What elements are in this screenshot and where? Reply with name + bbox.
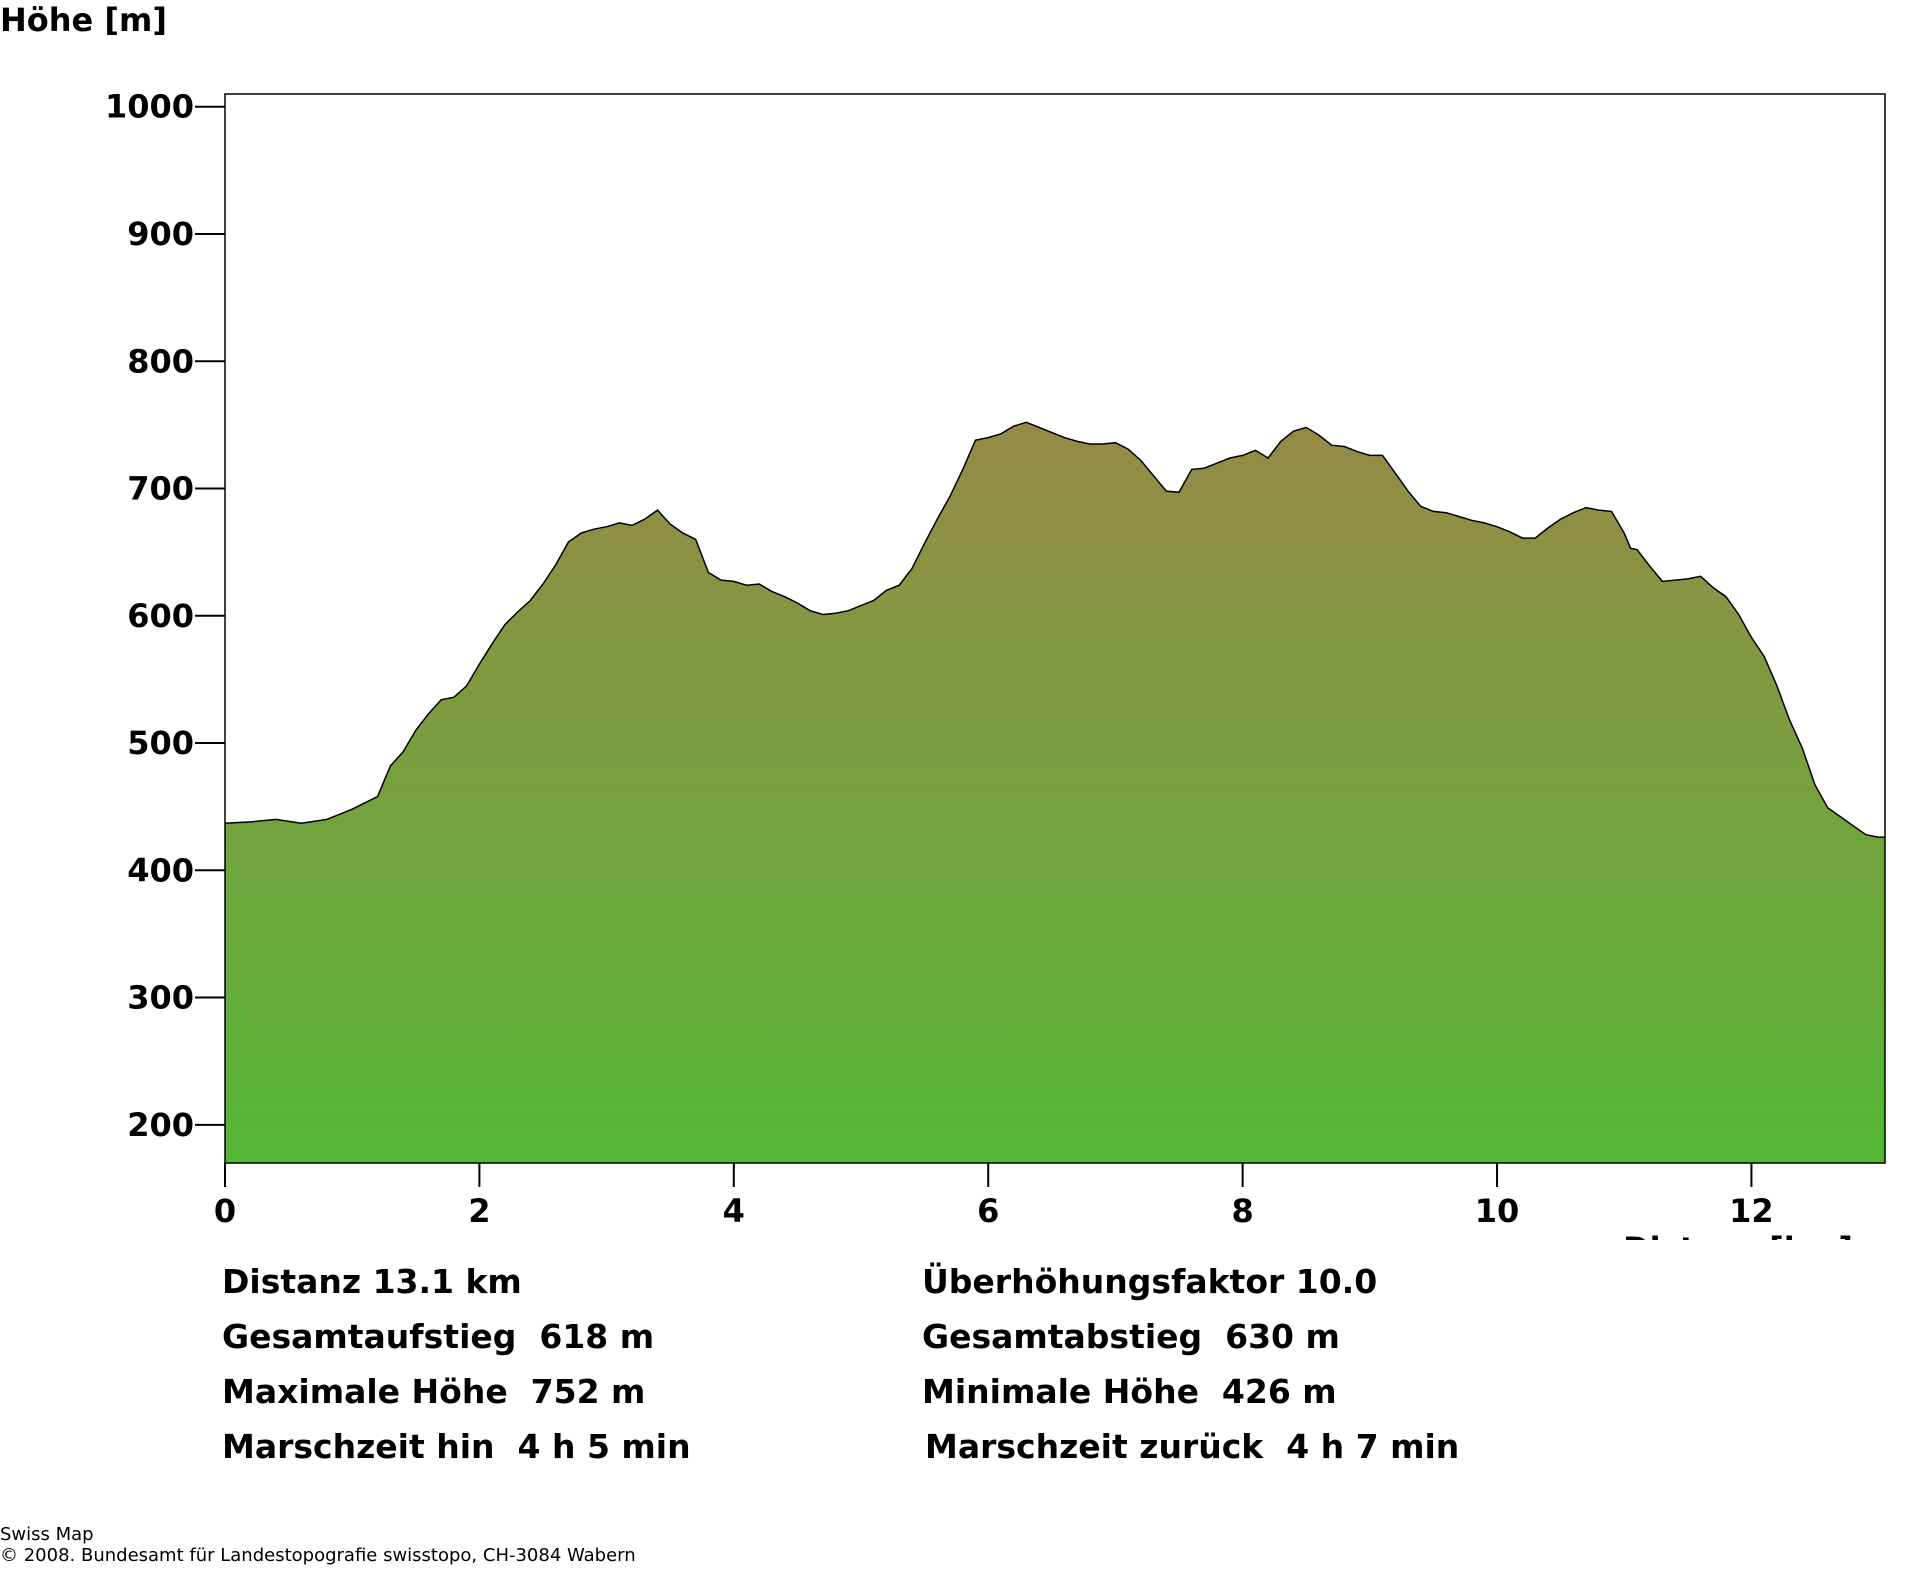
y-tick-label: 500 bbox=[127, 724, 194, 762]
elevation-area bbox=[225, 422, 1885, 1163]
y-tick-label: 800 bbox=[127, 342, 194, 380]
stat-gesamtabstieg: Gesamtabstieg 630 m bbox=[922, 1317, 1340, 1356]
x-tick-label: 0 bbox=[214, 1192, 236, 1230]
stat-marschzeit-zurueck: Marschzeit zurück 4 h 7 min bbox=[925, 1427, 1460, 1466]
y-axis: 200 300 400 500 600 700 800 900 1000 bbox=[105, 88, 225, 1144]
x-axis: 0 2 4 6 8 10 12 bbox=[214, 1163, 1774, 1230]
y-tick-label: 600 bbox=[127, 597, 194, 635]
x-tick-label: 4 bbox=[723, 1192, 745, 1230]
y-tick-label: 700 bbox=[127, 470, 194, 508]
stat-minimale-hoehe: Minimale Höhe 426 m bbox=[922, 1372, 1337, 1411]
y-axis-title: Höhe [m] bbox=[0, 1, 167, 39]
elevation-line bbox=[224, 421, 1885, 838]
x-tick-label: 10 bbox=[1475, 1192, 1520, 1230]
x-axis-title: Distanz [km] bbox=[1623, 1230, 1853, 1240]
y-tick-label: 900 bbox=[127, 215, 194, 253]
x-tick-label: 12 bbox=[1729, 1192, 1774, 1230]
y-tick-label: 300 bbox=[127, 979, 194, 1017]
y-tick-label: 200 bbox=[127, 1106, 194, 1144]
x-tick-label: 2 bbox=[468, 1192, 490, 1230]
stat-distanz: Distanz 13.1 km bbox=[222, 1262, 522, 1301]
credit-title: Swiss Map bbox=[0, 1524, 94, 1545]
y-tick-label: 1000 bbox=[105, 88, 194, 126]
x-tick-label: 6 bbox=[977, 1192, 999, 1230]
stat-marschzeit-hin: Marschzeit hin 4 h 5 min bbox=[222, 1427, 691, 1466]
elevation-profile-chart: Höhe [m] 200 300 400 500 600 700 800 900 1000 0 2… bbox=[0, 1, 1886, 1240]
y-tick-label: 400 bbox=[127, 851, 194, 889]
x-tick-label: 8 bbox=[1231, 1192, 1253, 1230]
plot-frame bbox=[224, 93, 1886, 1164]
credit-copyright: © 2008. Bundesamt für Landestopografie s… bbox=[0, 1545, 636, 1566]
plot-area bbox=[224, 93, 1886, 1164]
stat-maximale-hoehe: Maximale Höhe 752 m bbox=[222, 1372, 646, 1411]
stat-gesamtaufstieg: Gesamtaufstieg 618 m bbox=[222, 1317, 655, 1356]
stat-ueberhoehungsfaktor: Überhöhungsfaktor 10.0 bbox=[922, 1262, 1378, 1301]
